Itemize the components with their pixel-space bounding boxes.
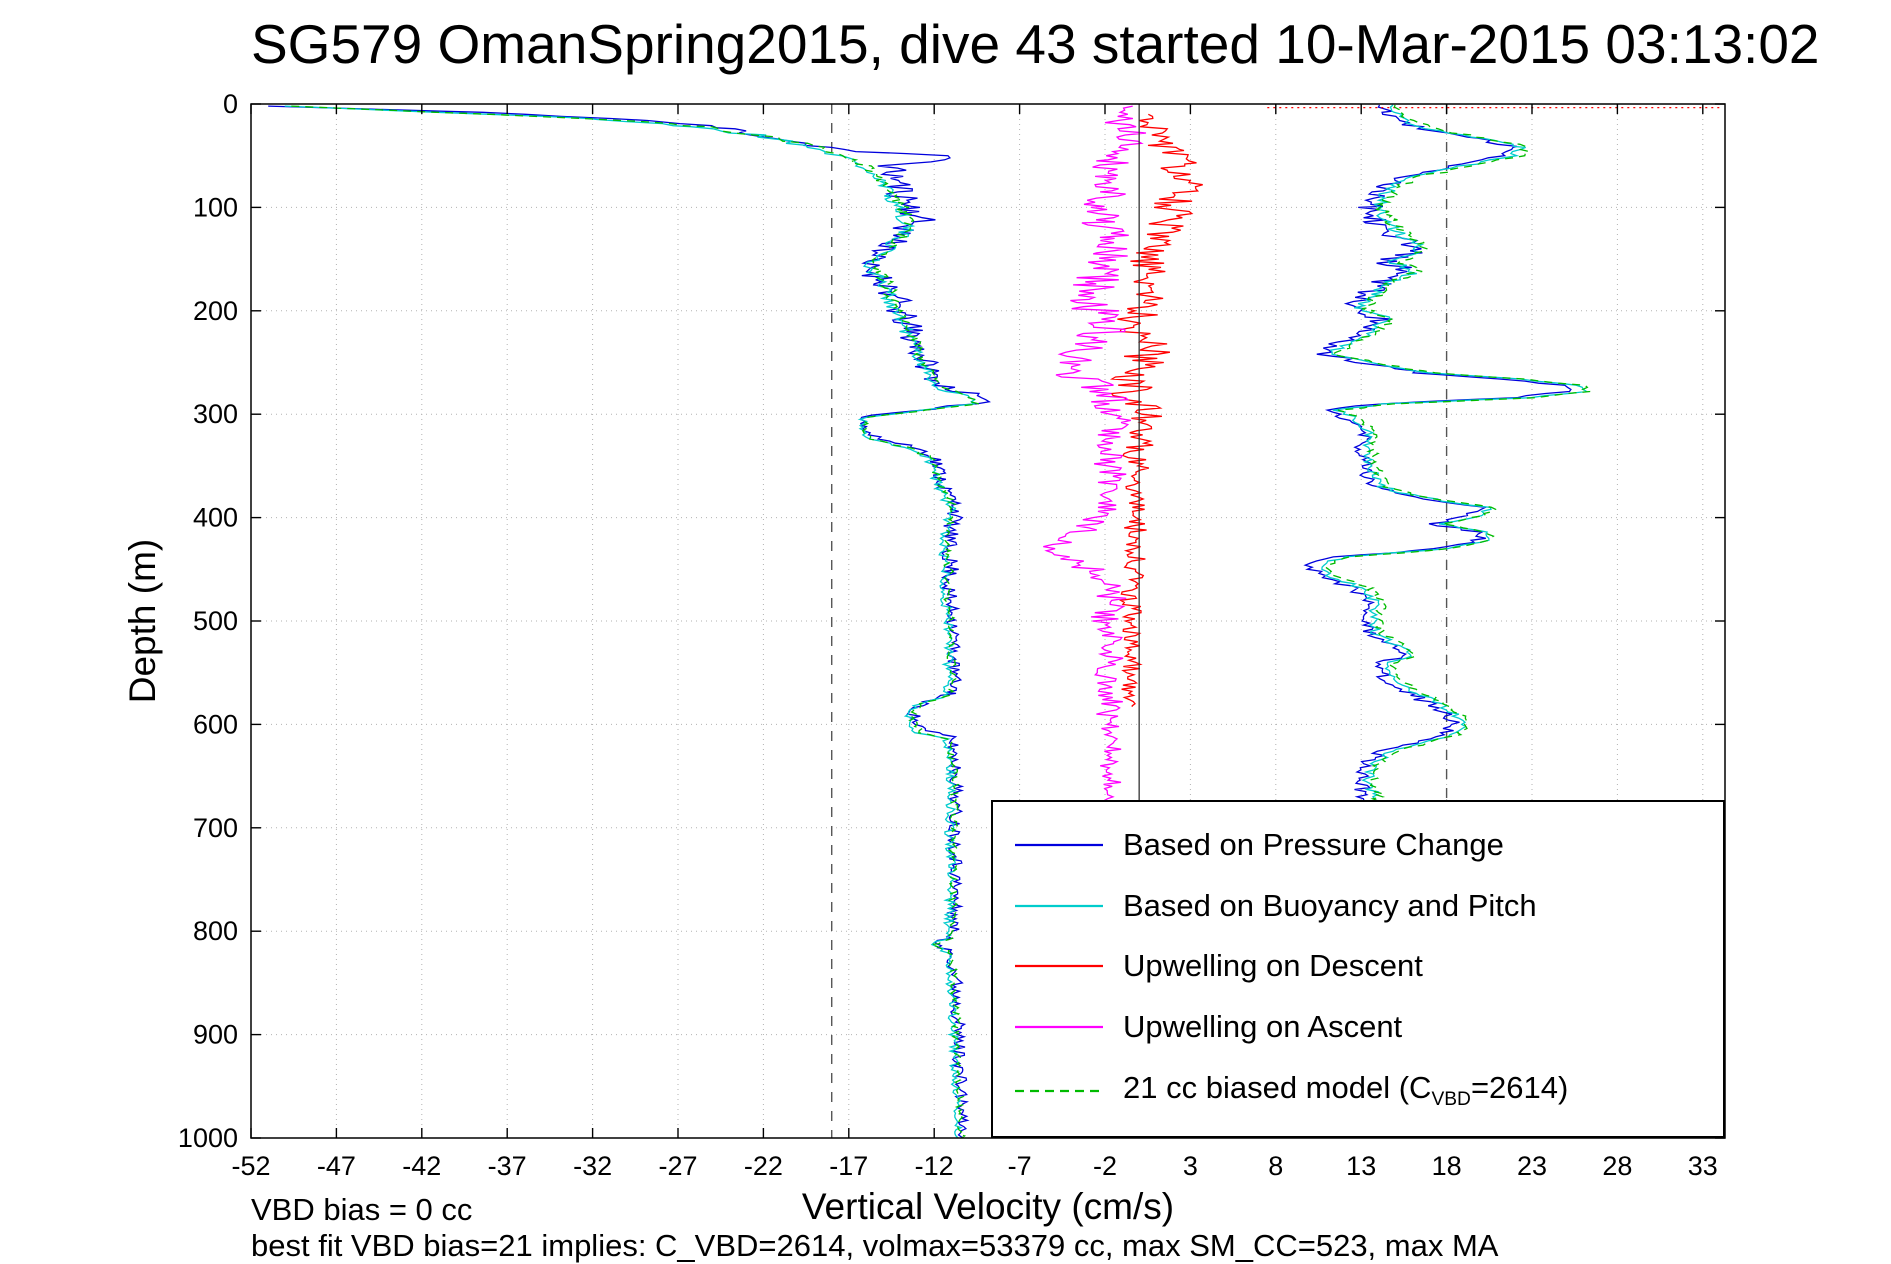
series-pressure-branch-0: [268, 105, 992, 1138]
x-tick-label: 23: [1517, 1151, 1547, 1181]
y-tick-label: 900: [193, 1020, 238, 1050]
series-buoyancy-branch-1: [1321, 104, 1589, 819]
x-tick-label: 28: [1602, 1151, 1632, 1181]
series-group: [268, 104, 1724, 1138]
x-tick-label: -27: [658, 1151, 697, 1181]
x-tick-label: 8: [1268, 1151, 1283, 1181]
x-tick-label: -52: [231, 1151, 270, 1181]
x-tick-label: 13: [1346, 1151, 1376, 1181]
x-tick-label: 3: [1183, 1151, 1198, 1181]
grid: [251, 104, 1725, 1138]
legend-line-sample: [1015, 1089, 1103, 1092]
tick-labels: -52 -47 -42 -37 -32 -27 -22 -17 -12 -7 -2 3 8 13 18 23 2…: [178, 89, 1718, 1181]
legend-line-sample: [1015, 965, 1103, 968]
legend-label: Based on Pressure Change: [1123, 826, 1504, 862]
x-tick-label: 33: [1688, 1151, 1718, 1181]
y-tick-label: 100: [193, 192, 238, 222]
legend-label: Upwelling on Ascent: [1123, 1009, 1403, 1045]
y-tick-label: 700: [193, 813, 238, 843]
x-tick-label: -17: [829, 1151, 868, 1181]
x-tick-label: 18: [1432, 1151, 1462, 1181]
x-tick-label: -22: [744, 1151, 783, 1181]
y-tick-label: 300: [193, 399, 238, 429]
legend-line-sample: [1015, 904, 1103, 907]
series-buoyancy-branch-0: [284, 105, 977, 1138]
y-tick-label: 1000: [178, 1123, 238, 1153]
legend: Based on Pressure Change Based on Buoyanc…: [991, 800, 1725, 1138]
legend-entry: Upwelling on Ascent: [993, 1009, 1723, 1045]
x-tick-label: -47: [317, 1151, 356, 1181]
x-tick-label: -32: [573, 1151, 612, 1181]
series-pressure-branch-1: [1303, 104, 1572, 818]
legend-entry: Based on Buoyancy and Pitch: [993, 888, 1723, 924]
chart-title: SG579 OmanSpring2015, dive 43 started 10…: [251, 13, 1820, 75]
y-tick-label: 0: [223, 89, 238, 119]
legend-label: Upwelling on Descent: [1123, 948, 1423, 984]
vbd-bias-annotation: VBD bias = 0 cc: [251, 1192, 473, 1227]
x-tick-label: -37: [488, 1151, 527, 1181]
legend-entry: Upwelling on Descent: [993, 948, 1723, 984]
x-tick-label: -2: [1093, 1151, 1117, 1181]
y-tick-label: 800: [193, 916, 238, 946]
y-axis-label: Depth (m): [122, 538, 163, 704]
y-tick-label: 500: [193, 606, 238, 636]
series-upwelling-descent-branch-0: [1109, 113, 1203, 707]
x-tick-label: -42: [402, 1151, 441, 1181]
y-tick-label: 200: [193, 296, 238, 326]
y-tick-label: 400: [193, 503, 238, 533]
legend-label: Based on Buoyancy and Pitch: [1123, 887, 1537, 923]
series-upwelling-ascent-branch-0: [1043, 105, 1147, 806]
legend-line-sample: [1015, 1026, 1103, 1029]
legend-entry: 21 cc biased model (CVBD=2614): [993, 1070, 1723, 1111]
x-axis-label: Vertical Velocity (cm/s): [801, 1186, 1175, 1227]
legend-label: 21 cc biased model (CVBD=2614): [1123, 1069, 1569, 1111]
best-fit-annotation: best fit VBD bias=21 implies: C_VBD=2614…: [251, 1228, 1499, 1263]
legend-entry: Based on Pressure Change: [993, 827, 1723, 863]
series-biased-model-branch-1: [1324, 104, 1591, 818]
x-tick-label: -7: [1008, 1151, 1032, 1181]
series-biased-model-branch-0: [291, 105, 979, 1138]
x-tick-label: -12: [915, 1151, 954, 1181]
legend-line-sample: [1015, 843, 1103, 846]
y-tick-label: 600: [193, 709, 238, 739]
